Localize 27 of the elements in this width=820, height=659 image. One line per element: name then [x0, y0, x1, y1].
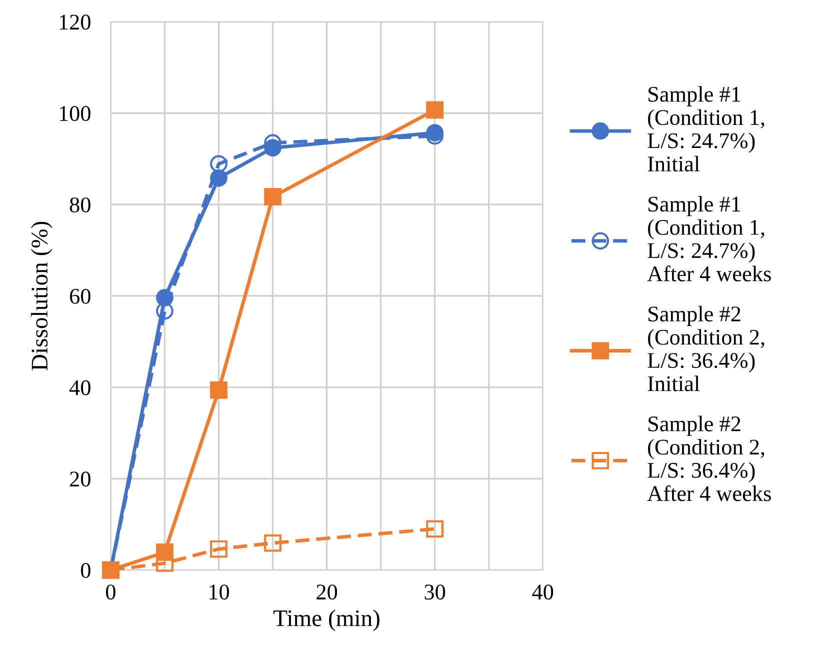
x-axis-title: Time (min): [274, 610, 380, 632]
legend-label: Sample #1 (Condition 1, L/S: 24.7%) After 4 weeks: [647, 196, 771, 282]
point: [264, 188, 282, 206]
legend-label: Sample #2 (Condition 2, L/S: 36.4%) After 4 weeks: [647, 416, 771, 502]
point: [210, 540, 228, 558]
x-tick-label: 0: [106, 584, 116, 600]
x-tick-label: 10: [210, 584, 229, 600]
point: [210, 155, 228, 173]
legend-label: Sample #1 (Condition 1, L/S: 24.7%) Initial: [648, 86, 764, 172]
y-tick-label: 120: [60, 14, 90, 30]
point: [156, 302, 174, 320]
y-tick-label: 0: [80, 562, 90, 578]
point: [426, 101, 444, 119]
y-axis-title: Dissolution (%): [30, 222, 52, 370]
legend-label: Sample #2 (Condition 2, L/S: 36.4%) Initial: [648, 306, 764, 392]
point: [426, 520, 444, 538]
y-tick-label: 80: [70, 197, 90, 212]
y-tick-label: 20: [70, 472, 90, 487]
point: [156, 554, 174, 572]
x-tick-label: 20: [316, 584, 338, 600]
x-tick-label: 30: [424, 584, 446, 600]
y-tick-label: 60: [70, 288, 90, 304]
point: [264, 534, 282, 552]
x-tick-label: 40: [532, 584, 554, 600]
y-tick-label: 40: [69, 380, 90, 396]
y-tick-label: 100: [60, 106, 90, 122]
point: [210, 381, 228, 399]
